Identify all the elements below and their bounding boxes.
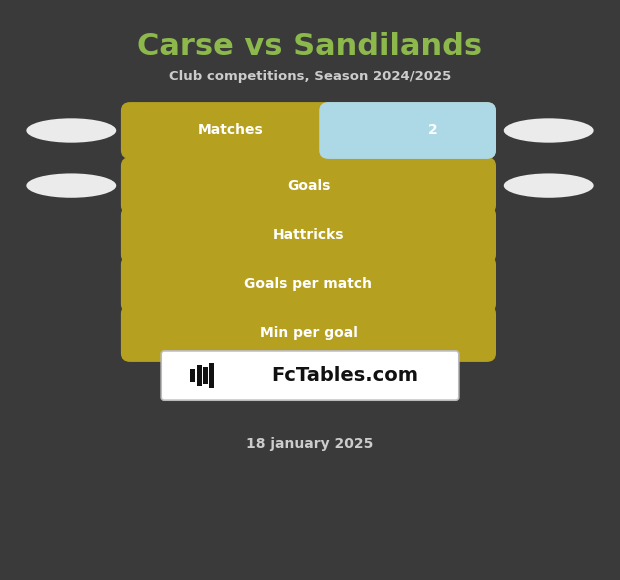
Ellipse shape xyxy=(26,118,117,143)
Text: Club competitions, Season 2024/2025: Club competitions, Season 2024/2025 xyxy=(169,70,451,83)
Ellipse shape xyxy=(504,118,594,143)
Text: Goals: Goals xyxy=(287,179,330,193)
Ellipse shape xyxy=(504,173,594,198)
FancyBboxPatch shape xyxy=(319,102,496,159)
Text: 2: 2 xyxy=(428,124,437,137)
Text: Goals per match: Goals per match xyxy=(244,277,373,291)
Text: Min per goal: Min per goal xyxy=(260,327,357,340)
FancyBboxPatch shape xyxy=(121,256,496,313)
FancyBboxPatch shape xyxy=(121,206,496,263)
Bar xyxy=(209,363,214,388)
FancyBboxPatch shape xyxy=(121,157,496,214)
Ellipse shape xyxy=(26,173,117,198)
FancyBboxPatch shape xyxy=(121,102,496,159)
Bar xyxy=(197,365,202,386)
Text: Hattricks: Hattricks xyxy=(273,228,344,242)
FancyBboxPatch shape xyxy=(161,351,459,400)
Text: Carse vs Sandilands: Carse vs Sandilands xyxy=(138,32,482,61)
Text: Matches: Matches xyxy=(198,124,264,137)
Text: 18 january 2025: 18 january 2025 xyxy=(246,437,374,451)
FancyBboxPatch shape xyxy=(121,305,496,362)
Text: FcTables.com: FcTables.com xyxy=(272,366,418,385)
Bar xyxy=(190,369,195,382)
Bar xyxy=(203,368,208,384)
